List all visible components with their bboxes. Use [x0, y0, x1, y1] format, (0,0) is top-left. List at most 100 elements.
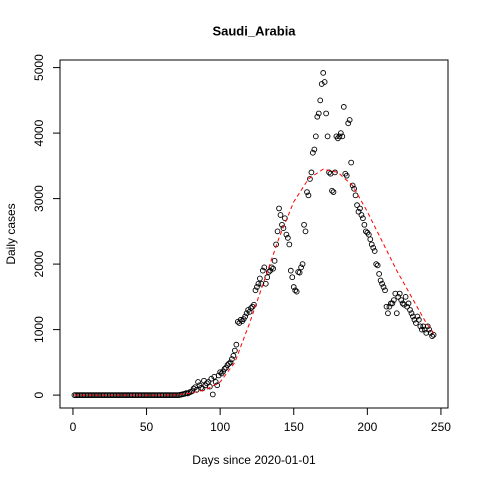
data-point: [380, 284, 387, 290]
data-point: [262, 280, 269, 287]
data-point: [304, 189, 310, 195]
y-tick-label: 0: [32, 391, 46, 398]
data-point: [293, 288, 300, 295]
data-point: [277, 212, 284, 218]
data-point: [417, 323, 424, 330]
data-point: [276, 205, 282, 212]
data-point: [259, 267, 266, 274]
data-point: [282, 215, 288, 222]
data-point: [298, 264, 304, 271]
data-point: [360, 215, 366, 222]
data-point: [237, 316, 244, 323]
data-point: [379, 280, 385, 287]
data-point: [374, 262, 381, 269]
data-point: [287, 267, 294, 274]
data-point: [315, 110, 322, 117]
data-point: [408, 310, 415, 317]
data-point: [405, 300, 412, 307]
data-point: [243, 310, 250, 317]
data-point: [396, 290, 403, 297]
data-point: [312, 133, 319, 140]
data-point: [407, 307, 413, 313]
data-point: [242, 313, 249, 320]
data-point: [383, 303, 390, 310]
data-point: [332, 169, 338, 176]
data-point: [373, 261, 380, 267]
data-point: [257, 275, 263, 282]
data-point: [217, 369, 223, 376]
data-point: [340, 104, 347, 110]
data-point: [270, 265, 276, 272]
data-point: [424, 323, 431, 330]
data-point: [414, 313, 421, 320]
data-point: [233, 341, 240, 348]
data-point: [348, 159, 354, 166]
x-tick-label: 50: [140, 420, 154, 434]
data-point: [393, 310, 400, 317]
data-point: [286, 241, 293, 248]
y-tick-label: 2000: [32, 250, 46, 277]
data-point: [330, 189, 337, 195]
data-point: [345, 120, 352, 127]
data-point: [226, 360, 232, 367]
data-point: [351, 185, 357, 192]
data-point: [329, 187, 335, 194]
data-point: [195, 379, 201, 385]
data-point: [204, 380, 210, 387]
data-point: [232, 347, 238, 354]
data-point: [252, 287, 259, 294]
data-point: [385, 310, 391, 317]
data-point: [296, 269, 303, 276]
data-point: [307, 176, 313, 182]
x-tick-label: 0: [70, 420, 77, 434]
data-point: [382, 287, 388, 294]
data-point: [308, 169, 315, 176]
chart-title: Saudi_Arabia: [212, 23, 296, 38]
data-point: [265, 269, 272, 275]
data-point: [355, 208, 362, 215]
data-point: [311, 146, 318, 153]
data-point: [206, 383, 213, 390]
data-point: [337, 130, 344, 136]
data-point: [190, 385, 197, 392]
data-point: [302, 228, 309, 235]
data-point: [390, 297, 397, 303]
data-point: [289, 274, 296, 281]
data-point: [320, 70, 327, 76]
data-point: [305, 192, 312, 199]
data-point: [395, 293, 402, 300]
data-point: [346, 117, 353, 123]
data-point: [271, 257, 278, 264]
data-point: [314, 113, 321, 120]
data-point: [357, 205, 363, 212]
data-point: [370, 244, 377, 251]
data-point: [274, 228, 281, 235]
data-point: [368, 241, 375, 248]
data-point: [418, 326, 425, 333]
data-point: [389, 300, 396, 307]
data-point: [336, 133, 343, 140]
data-point: [299, 261, 306, 267]
data-point: [371, 248, 378, 254]
data-point: [404, 303, 410, 310]
data-point: [221, 366, 228, 372]
data-point: [363, 228, 369, 235]
data-point: [416, 316, 422, 323]
data-point: [349, 182, 356, 189]
data-point: [386, 303, 393, 310]
data-point: [317, 97, 324, 104]
data-point: [324, 133, 331, 140]
data-point: [261, 264, 268, 271]
data-point: [429, 333, 435, 339]
data-point: [301, 221, 307, 228]
y-tick-label: 1000: [32, 316, 46, 343]
data-point: [367, 236, 374, 243]
x-tick-label: 150: [284, 420, 304, 434]
x-tick-label: 100: [210, 420, 230, 434]
data-point: [354, 202, 360, 208]
data-point: [280, 225, 287, 231]
data-point: [321, 79, 328, 85]
data-point: [283, 231, 290, 238]
data-point: [402, 293, 409, 300]
